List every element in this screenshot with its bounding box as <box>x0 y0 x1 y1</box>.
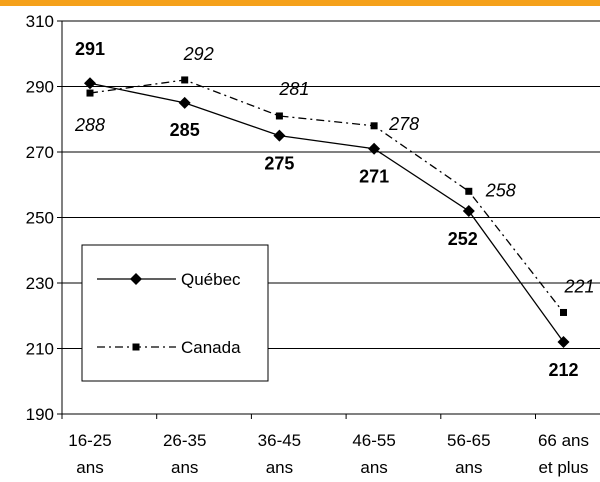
legend-box <box>81 244 269 382</box>
y-tick-label: 270 <box>26 143 54 162</box>
data-label-quebec: 212 <box>548 360 578 380</box>
data-label-quebec: 291 <box>75 39 105 59</box>
x-tick-label: 56-65 ans <box>447 431 490 477</box>
marker-canada <box>370 122 378 130</box>
series-lines <box>89 79 565 343</box>
x-tick-label: 16-25 ans <box>68 431 111 477</box>
legend-marker-quebec <box>130 273 142 285</box>
marker-quebec <box>273 129 286 142</box>
x-tick-label: 36-45 ans <box>258 431 301 477</box>
series-markers <box>84 76 570 348</box>
x-tick-label: 26-35 ans <box>163 431 206 477</box>
axes: 190 210 230 250 270 290 310 16-25 ans 26-35 ans 36-… <box>26 12 600 477</box>
marker-quebec <box>84 77 96 90</box>
data-label-canada: 278 <box>388 114 419 134</box>
y-tick-label: 190 <box>26 405 54 424</box>
legend-marker-canada <box>132 343 140 351</box>
data-label-canada: 288 <box>74 115 105 135</box>
series-line-canada <box>89 79 565 313</box>
marker-canada <box>86 89 94 97</box>
marker-canada <box>465 187 473 195</box>
data-label-quebec: 275 <box>264 154 294 174</box>
y-tick-label: 230 <box>26 274 54 293</box>
data-label-canada: 258 <box>485 180 516 200</box>
legend-label-quebec: Québec <box>181 270 241 289</box>
legend-label-canada: Canada <box>181 338 241 357</box>
marker-quebec <box>462 204 475 217</box>
y-tick-label: 310 <box>26 12 54 31</box>
gridlines <box>62 20 600 349</box>
marker-quebec <box>178 96 191 109</box>
y-tick-label: 290 <box>26 78 54 97</box>
x-tick-label: 66 ans et plus <box>538 431 589 477</box>
y-tick-label: 250 <box>26 209 54 228</box>
top-accent-band <box>0 0 600 6</box>
marker-canada <box>560 308 567 316</box>
x-tick-label: 46-55 ans <box>352 431 395 477</box>
marker-canada <box>181 76 189 84</box>
data-label-canada: 292 <box>183 44 214 64</box>
series-line-quebec <box>89 82 565 343</box>
marker-quebec <box>368 142 381 155</box>
data-label-quebec: 285 <box>170 120 200 140</box>
data-labels: 291 285 275 271 252 212 288 292 281 278 258 221 <box>74 39 595 380</box>
marker-canada <box>275 112 283 120</box>
marker-quebec <box>557 335 570 348</box>
legend: Québec Canada <box>81 244 269 382</box>
data-label-canada: 221 <box>563 276 594 296</box>
data-label-quebec: 271 <box>359 167 389 187</box>
y-tick-label: 210 <box>26 340 54 359</box>
data-label-quebec: 252 <box>448 229 478 249</box>
data-label-canada: 281 <box>278 79 309 99</box>
